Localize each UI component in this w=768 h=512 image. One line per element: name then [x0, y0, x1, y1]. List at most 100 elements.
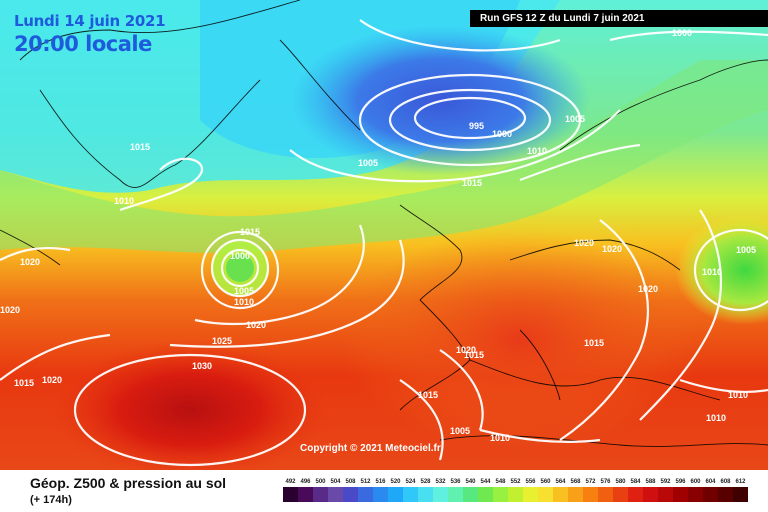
isobar-label: 1020 — [602, 244, 622, 254]
legend-swatch — [418, 487, 433, 502]
isobar-label: 1000 — [492, 129, 512, 139]
legend-item: 560 — [538, 478, 553, 502]
legend-label: 612 — [735, 479, 746, 485]
legend-label: 532 — [435, 479, 446, 485]
isobar-label: 1005 — [450, 426, 470, 436]
legend-item: 504 — [328, 478, 343, 502]
isobar-label: 1005 — [234, 286, 254, 296]
legend-label: 492 — [285, 479, 296, 485]
legend-swatch — [553, 487, 568, 502]
isobar-label: 1020 — [42, 375, 62, 385]
legend-label: 544 — [480, 479, 491, 485]
legend-item: 544 — [478, 478, 493, 502]
legend-item: 528 — [418, 478, 433, 502]
isobar-label: 1020 — [574, 238, 594, 248]
legend-swatch — [388, 487, 403, 502]
legend-swatch — [688, 487, 703, 502]
legend-item: 612 — [733, 478, 748, 502]
legend-label: 600 — [690, 479, 701, 485]
legend-label: 528 — [420, 479, 431, 485]
isobar-label: 1005 — [358, 158, 378, 168]
isobar-label: 1020 — [638, 284, 658, 294]
isobar-label: 1015 — [240, 227, 260, 237]
legend-swatch — [298, 487, 313, 502]
isobar-label: 1020 — [456, 345, 476, 355]
isobar-label: 1010 — [114, 196, 134, 206]
legend-item: 564 — [553, 478, 568, 502]
legend-label: 504 — [330, 479, 341, 485]
legend-item: 508 — [343, 478, 358, 502]
legend-swatch — [703, 487, 718, 502]
isobar-label: 1010 — [234, 297, 254, 307]
legend-label: 588 — [645, 479, 656, 485]
isobar-label: 995 — [469, 121, 484, 131]
legend-swatch — [343, 487, 358, 502]
legend-item: 512 — [358, 478, 373, 502]
legend-item: 500 — [313, 478, 328, 502]
run-info: Run GFS 12 Z du Lundi 7 juin 2021 — [470, 10, 768, 27]
isobar-label: 1020 — [20, 257, 40, 267]
legend-swatch — [523, 487, 538, 502]
legend-label: 512 — [360, 479, 371, 485]
legend-label: 604 — [705, 479, 716, 485]
legend-swatch — [463, 487, 478, 502]
map-title: Géop. Z500 & pression au sol — [30, 475, 227, 491]
legend-item: 520 — [388, 478, 403, 502]
weather-map: 1000 1000 995 1005 1005 1010 1015 1015 1… — [0, 0, 768, 470]
legend-swatch — [358, 487, 373, 502]
legend-item: 576 — [598, 478, 613, 502]
isobar-label: 1000 — [672, 28, 692, 38]
legend-swatch — [628, 487, 643, 502]
legend-label: 580 — [615, 479, 626, 485]
legend-item: 516 — [373, 478, 388, 502]
legend-label: 508 — [345, 479, 356, 485]
isobar-label: 1020 — [0, 305, 20, 315]
isobar-label: 1015 — [130, 142, 150, 152]
legend-swatch — [373, 487, 388, 502]
legend-item: 584 — [628, 478, 643, 502]
deep-low-region — [290, 25, 590, 175]
legend-item: 600 — [688, 478, 703, 502]
legend-swatch — [403, 487, 418, 502]
legend-item: 588 — [643, 478, 658, 502]
legend-swatch — [493, 487, 508, 502]
forecast-date: Lundi 14 juin 2021 — [14, 12, 166, 30]
isobar-label: 1010 — [490, 433, 510, 443]
legend-label: 560 — [540, 479, 551, 485]
legend-item: 592 — [658, 478, 673, 502]
legend-item: 568 — [568, 478, 583, 502]
legend-swatch — [598, 487, 613, 502]
legend-label: 500 — [315, 479, 326, 485]
legend-label: 596 — [675, 479, 686, 485]
legend-label: 496 — [300, 479, 311, 485]
legend-swatch — [643, 487, 658, 502]
isobars — [0, 19, 768, 467]
green-region-atl — [0, 60, 768, 253]
legend-item: 556 — [523, 478, 538, 502]
isobar-label: 1015 — [418, 390, 438, 400]
legend-label: 568 — [570, 479, 581, 485]
legend-label: 572 — [585, 479, 596, 485]
legend-swatch — [433, 487, 448, 502]
legend-item: 608 — [718, 478, 733, 502]
isobar-label: 1015 — [464, 350, 484, 360]
isobar-label: 1030 — [192, 361, 212, 371]
legend-item: 540 — [463, 478, 478, 502]
legend-label: 556 — [525, 479, 536, 485]
legend-label: 608 — [720, 479, 731, 485]
legend-swatch — [313, 487, 328, 502]
legend-label: 552 — [510, 479, 521, 485]
legend-swatch — [658, 487, 673, 502]
isobar-label: 1005 — [736, 245, 756, 255]
legend-swatch — [673, 487, 688, 502]
isobar-label: 1020 — [246, 320, 266, 330]
footer: Géop. Z500 & pression au sol (+ 174h) 49… — [0, 470, 768, 512]
legend-label: 592 — [660, 479, 671, 485]
legend-swatch — [283, 487, 298, 502]
copyright: Copyright © 2021 Meteociel.fr — [300, 443, 441, 454]
legend-label: 540 — [465, 479, 476, 485]
isobar-label: 1015 — [14, 378, 34, 388]
legend-label: 536 — [450, 479, 461, 485]
coastlines — [0, 0, 768, 447]
azores-high — [50, 340, 330, 470]
